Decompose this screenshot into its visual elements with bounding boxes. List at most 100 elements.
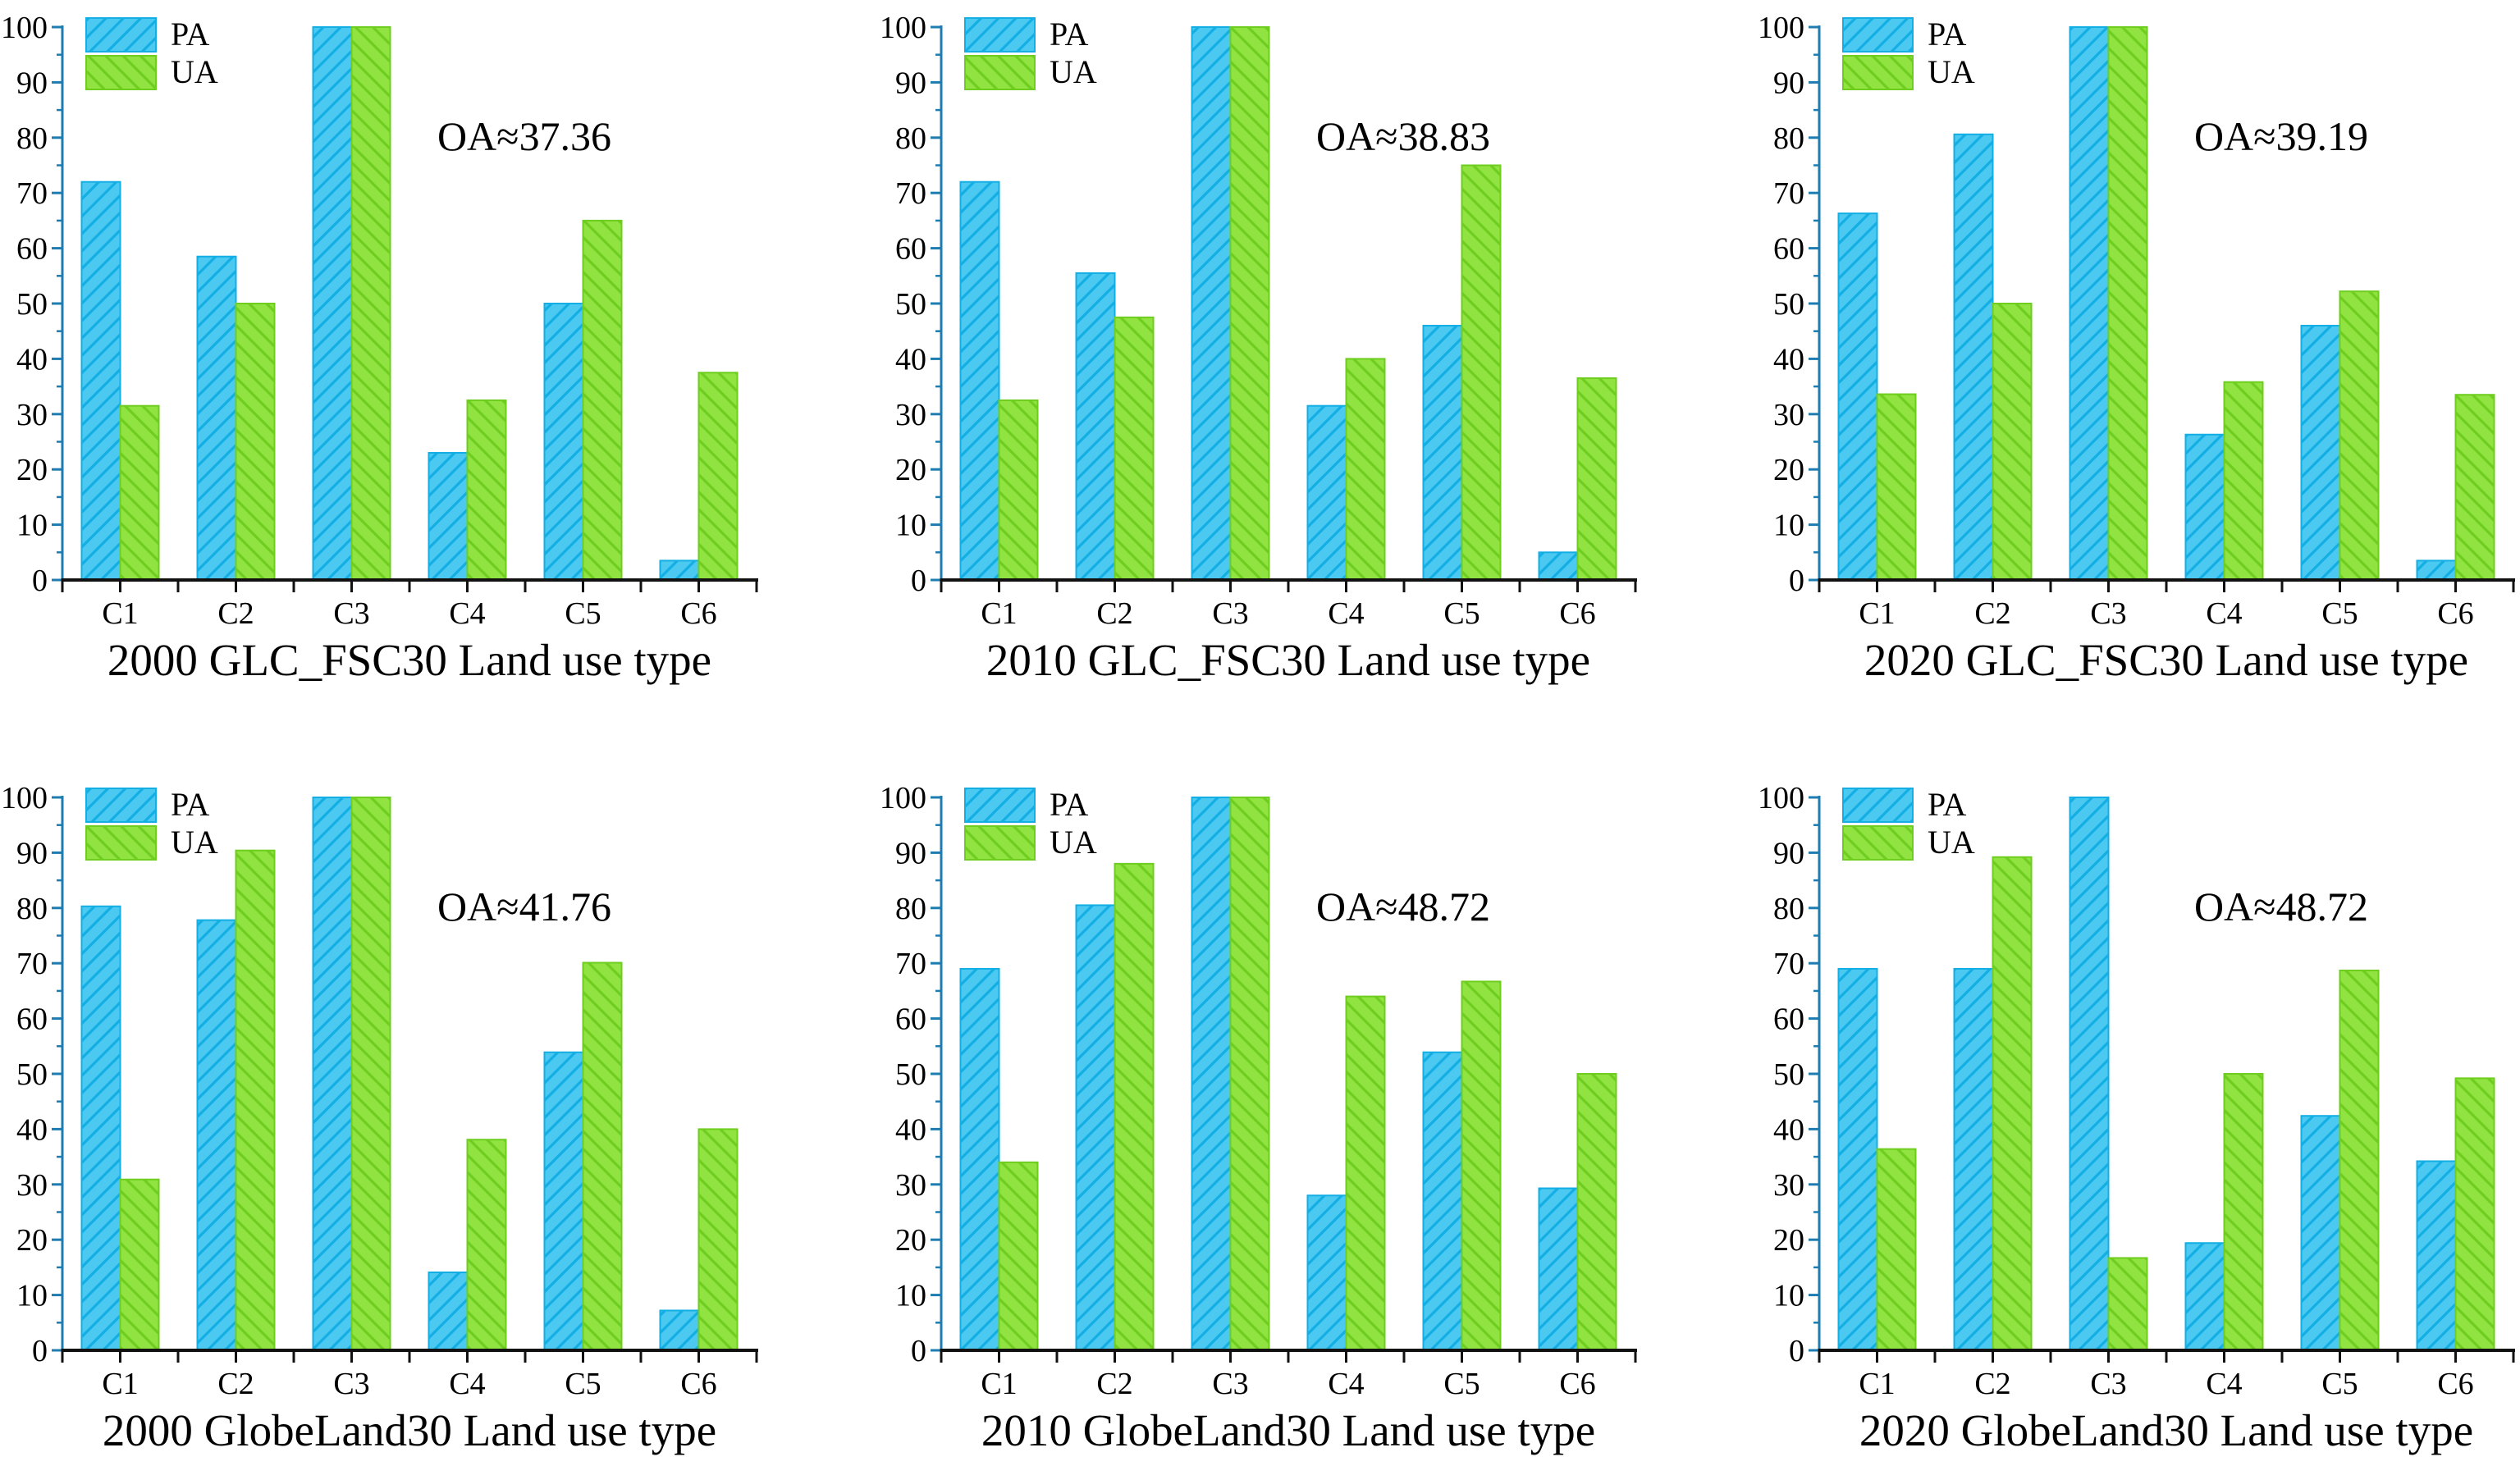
legend-swatch-pa — [963, 17, 1036, 53]
bar-pa-c1 — [80, 905, 121, 1351]
bar-pa-c6 — [2416, 1160, 2457, 1351]
x-tick-label-c4: C4 — [2207, 596, 2243, 631]
y-tick-label-90: 90 — [895, 836, 926, 870]
bar-ua-c4 — [466, 399, 507, 581]
y-tick-label-100: 100 — [880, 781, 926, 815]
x-tick-label-c6: C6 — [680, 596, 716, 631]
y-tick-label-50: 50 — [895, 287, 926, 322]
legend-label-pa: PA — [1050, 16, 1089, 53]
y-tick-label-60: 60 — [895, 232, 926, 267]
bar-ua-c6 — [1576, 377, 1617, 581]
y-tick-label-40: 40 — [16, 342, 48, 377]
bar-ua-c2 — [1992, 303, 2033, 581]
y-tick-label-30: 30 — [1773, 398, 1804, 432]
bar-pa-c4 — [2184, 433, 2225, 581]
y-tick-label-70: 70 — [895, 947, 926, 981]
y-axis: 0 10 20 30 40 50 60 70 80 90 100 — [1, 781, 64, 1368]
bar-ua-c1 — [1876, 393, 1917, 581]
bar-pa-c4 — [1306, 404, 1347, 581]
x-tick-label-c2: C2 — [217, 596, 254, 631]
bar-pa-c2 — [196, 255, 237, 581]
bar-pa-c1 — [959, 180, 1000, 581]
legend-label-ua: UA — [1928, 53, 1975, 90]
bar-ua-c6 — [697, 372, 739, 581]
chart-2010-globeland30-land-use-type: 0 10 20 30 40 50 60 70 80 90 100 C1 C2 C3 C4 C5 C6 PA UA OA… — [840, 738, 1681, 1475]
bar-ua-c4 — [1345, 358, 1386, 581]
y-axis: 0 10 20 30 40 50 60 70 80 90 100 — [880, 11, 943, 598]
x-tick-label-c2: C2 — [1096, 596, 1132, 631]
bar-pa-c3 — [1191, 26, 1232, 581]
legend-label-ua: UA — [1050, 53, 1097, 90]
bar-ua-c5 — [1461, 164, 1502, 581]
x-axis: C1 C2 C3 C4 C5 C6 — [61, 578, 758, 631]
x-tick-label-c1: C1 — [102, 596, 138, 631]
bar-pa-c2 — [1075, 272, 1116, 581]
bar-ua-c6 — [697, 1128, 739, 1351]
legend-swatch-ua — [963, 825, 1036, 861]
y-tick-label-60: 60 — [16, 232, 48, 267]
bar-pa-c3 — [2069, 797, 2110, 1351]
bar-pa-c6 — [1538, 1187, 1579, 1351]
y-tick-label-80: 80 — [895, 121, 926, 156]
chart-title: 2000 GLC_FSC30 Land use type — [107, 635, 711, 685]
bar-ua-c5 — [1461, 980, 1502, 1351]
y-tick-label-40: 40 — [1773, 342, 1804, 377]
y-tick-label-100: 100 — [880, 11, 926, 45]
y-tick-label-60: 60 — [895, 1002, 926, 1037]
x-tick-label-c2: C2 — [217, 1367, 254, 1401]
y-tick-label-80: 80 — [16, 892, 48, 926]
bar-pa-c4 — [428, 1271, 469, 1351]
bar-pa-c3 — [312, 26, 353, 581]
legend-swatch-pa — [85, 788, 157, 824]
y-tick-label-50: 50 — [1773, 1057, 1804, 1092]
y-tick-label-90: 90 — [1773, 66, 1804, 100]
chart-2020-globeland30-land-use-type: 0 10 20 30 40 50 60 70 80 90 100 C1 C2 C3 C4 C5 C6 PA UA OA… — [1680, 738, 2520, 1475]
y-tick-label-50: 50 — [16, 287, 48, 322]
bar-ua-c3 — [2107, 1257, 2148, 1351]
legend-swatch-ua — [963, 55, 1036, 91]
bars-group — [1837, 26, 2495, 581]
y-tick-label-80: 80 — [1773, 892, 1804, 926]
oa-annotation: OA≈39.19 — [2194, 113, 2368, 159]
bar-ua-c1 — [998, 399, 1039, 581]
y-tick-label-30: 30 — [1773, 1168, 1804, 1203]
y-tick-label-50: 50 — [1773, 287, 1804, 322]
bar-pa-c6 — [659, 559, 700, 581]
x-tick-label-c5: C5 — [2322, 596, 2358, 631]
y-tick-label-10: 10 — [1773, 1279, 1804, 1313]
oa-annotation: OA≈37.36 — [437, 113, 611, 159]
legend-label-ua: UA — [1928, 824, 1975, 861]
legend-label-pa: PA — [171, 16, 210, 53]
chart-2010-glc-fsc30-land-use-type: 0 10 20 30 40 50 60 70 80 90 100 C1 C2 C3 C4 C5 C6 PA UA OA… — [840, 0, 1681, 738]
y-tick-label-30: 30 — [16, 398, 48, 432]
bars-group — [1837, 797, 2495, 1351]
y-tick-label-70: 70 — [16, 947, 48, 981]
legend-swatch-ua — [1842, 825, 1914, 861]
oa-annotation: OA≈41.76 — [437, 884, 611, 929]
legend-swatch-pa — [85, 17, 157, 53]
bar-pa-c1 — [80, 180, 121, 581]
x-tick-label-c5: C5 — [1443, 596, 1480, 631]
chart-title: 2020 GLC_FSC30 Land use type — [1864, 635, 2468, 685]
bar-pa-c4 — [428, 451, 469, 581]
x-tick-label-c3: C3 — [1212, 1367, 1248, 1401]
x-tick-label-c4: C4 — [2207, 1367, 2243, 1401]
legend-label-ua: UA — [171, 53, 218, 90]
y-axis: 0 10 20 30 40 50 60 70 80 90 100 — [1, 11, 64, 598]
x-tick-label-c1: C1 — [1859, 1367, 1896, 1401]
y-tick-label-100: 100 — [1758, 11, 1804, 45]
bar-ua-c2 — [235, 303, 276, 581]
y-tick-label-40: 40 — [1773, 1112, 1804, 1147]
y-tick-label-80: 80 — [895, 892, 926, 926]
bar-pa-c1 — [1837, 212, 1878, 581]
y-axis: 0 10 20 30 40 50 60 70 80 90 100 — [880, 781, 943, 1368]
y-tick-label-40: 40 — [16, 1112, 48, 1147]
x-tick-label-c1: C1 — [981, 596, 1017, 631]
